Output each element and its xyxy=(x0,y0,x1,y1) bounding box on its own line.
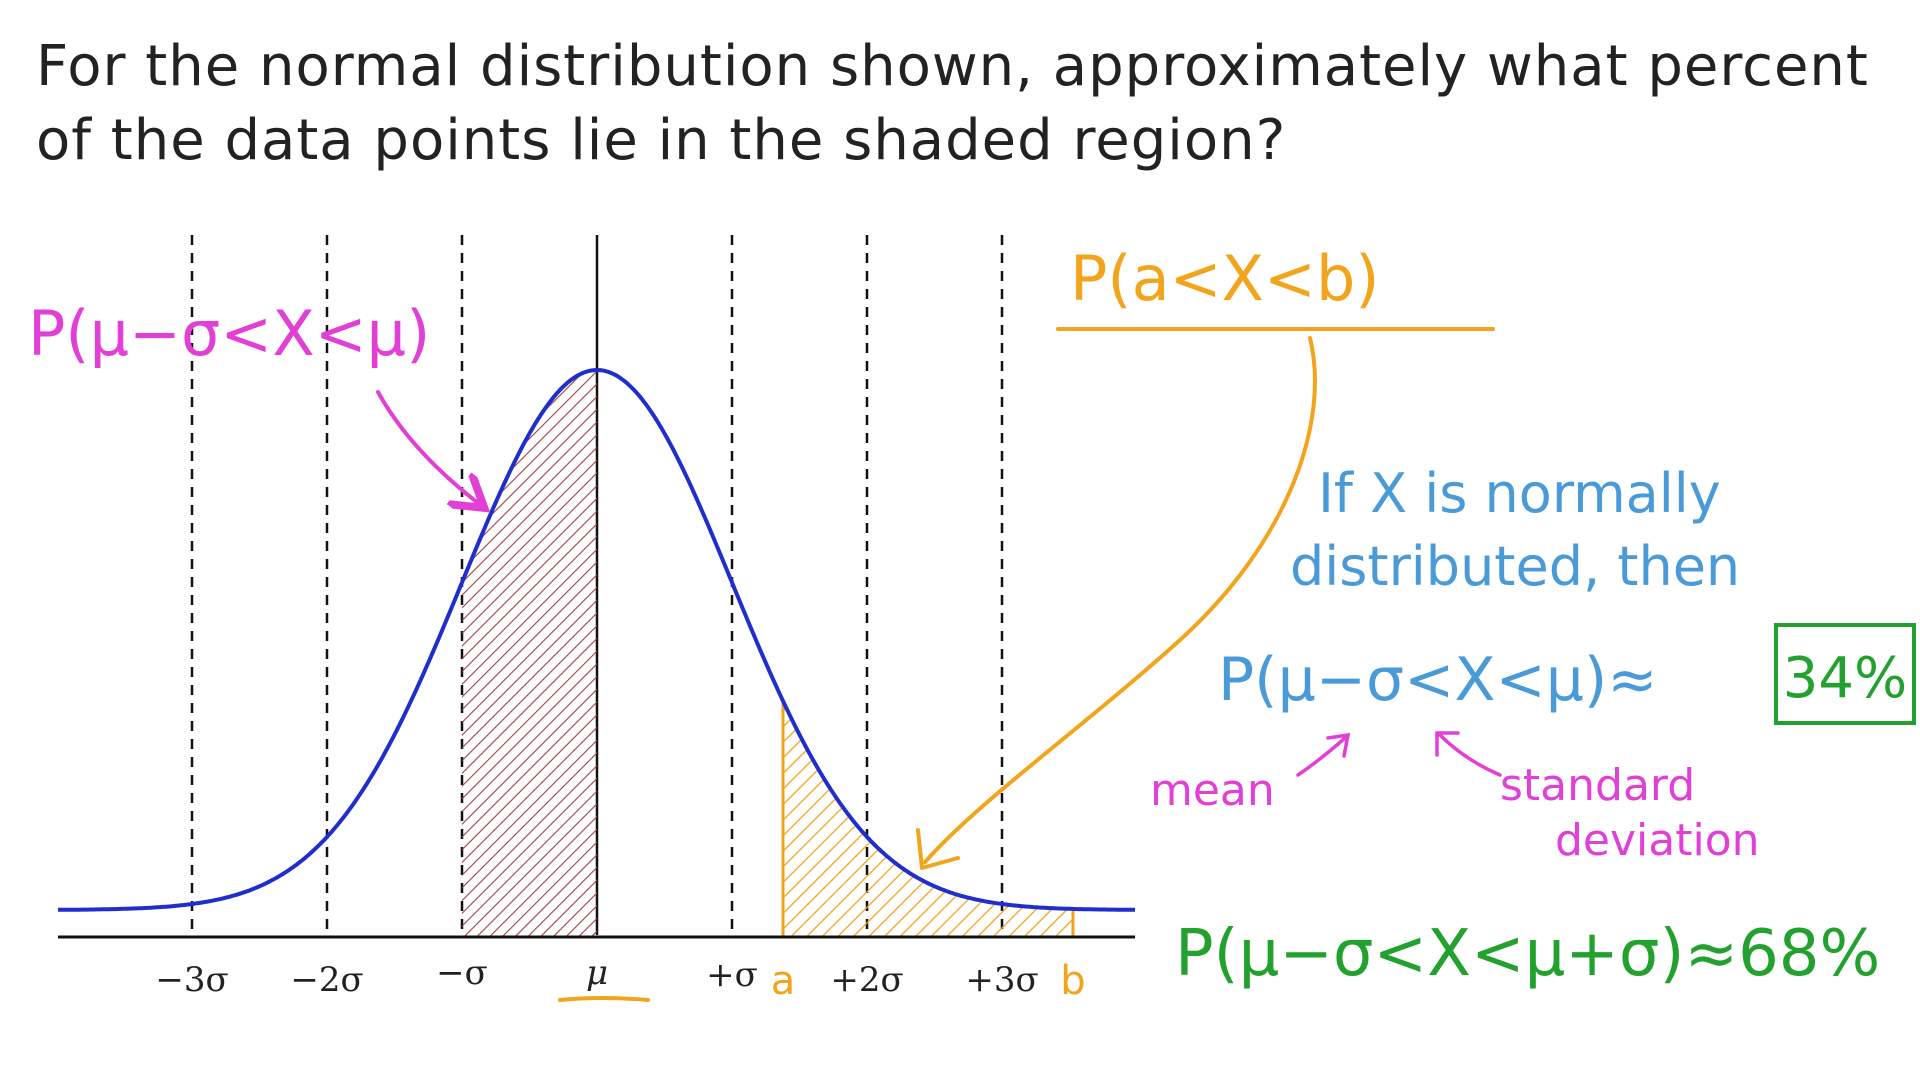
orange-probability-label: P(a<X<b) xyxy=(1070,242,1380,315)
sd-arrow xyxy=(1435,731,1502,777)
point-b-label: b xyxy=(1060,958,1085,1004)
mean-label: mean xyxy=(1150,765,1275,816)
pink-probability-label: P(μ−σ<X<μ) xyxy=(28,297,430,370)
orange-arrow-head-icon xyxy=(916,828,960,870)
pink-arrow xyxy=(376,390,478,503)
answer-box xyxy=(1774,623,1916,725)
blue-text-line-1: If X is normally xyxy=(1318,462,1721,525)
tick-label-minus-3sigma: −3σ xyxy=(155,960,228,1000)
tick-label-plus-3sigma: +3σ xyxy=(965,960,1038,1000)
green-formula: P(μ−σ<X<μ+σ)≈68% xyxy=(1175,917,1880,991)
orange-arrow xyxy=(923,336,1317,864)
question-line-1: For the normal distribution shown, appro… xyxy=(36,34,1869,99)
question-line-2: of the data points lie in the shaded reg… xyxy=(36,108,1287,173)
shaded-region-a-to-b xyxy=(781,700,1075,939)
tick-label-minus-sigma: −σ xyxy=(436,953,488,993)
sd-label-line-1: standard xyxy=(1500,760,1695,811)
mean-arrow xyxy=(1296,732,1351,777)
blue-formula: P(μ−σ<X<μ)≈ xyxy=(1218,645,1658,715)
normal-curve xyxy=(58,367,1135,912)
tick-label-plus-2sigma: +2σ xyxy=(830,960,903,1000)
shaded-region-mu-minus-sigma-to-mu xyxy=(462,370,597,937)
point-a-label: a xyxy=(771,958,796,1004)
tick-labels: −3σ −2σ −σ μ +σ +2σ +3σ xyxy=(155,953,1038,1000)
blue-text-line-2: distributed, then xyxy=(1290,535,1740,598)
question-text: For the normal distribution shown, appro… xyxy=(36,30,1886,178)
sd-label-line-2: deviation xyxy=(1555,815,1760,866)
tick-label-mu: μ xyxy=(586,953,608,993)
tick-label-plus-sigma: +σ xyxy=(706,955,758,995)
tick-label-minus-2sigma: −2σ xyxy=(290,960,363,1000)
mu-underline xyxy=(558,996,650,1002)
boxed-answer: 34% xyxy=(1783,646,1907,711)
